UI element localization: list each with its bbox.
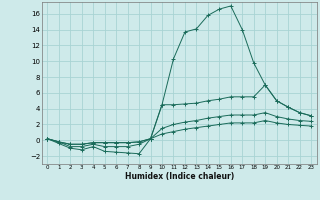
- X-axis label: Humidex (Indice chaleur): Humidex (Indice chaleur): [124, 172, 234, 181]
